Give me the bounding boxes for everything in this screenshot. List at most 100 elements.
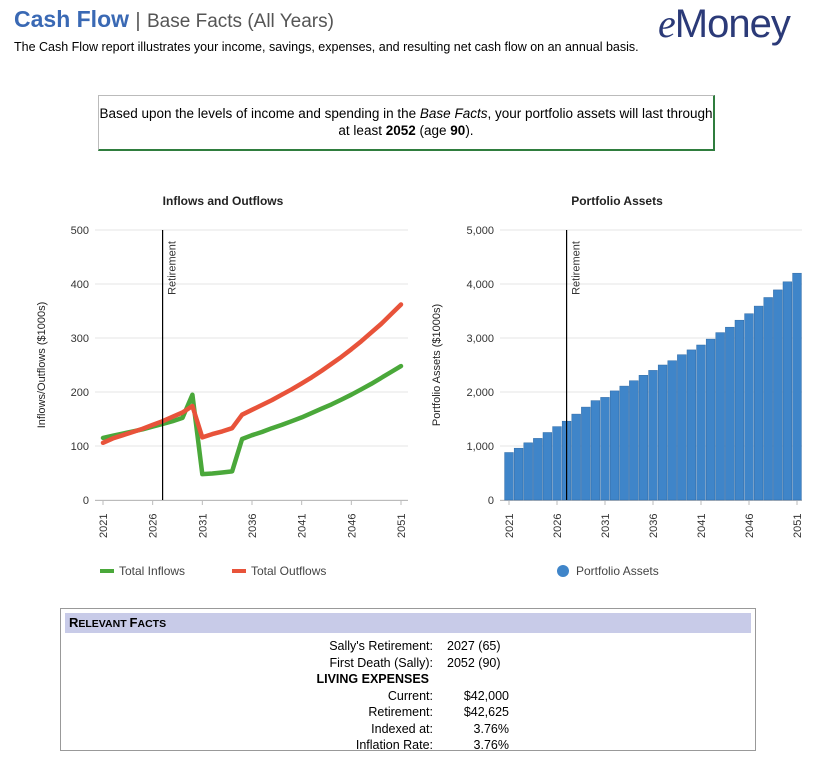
y-tick-label: 5,000 (466, 225, 494, 237)
fact-label: Inflation Rate: (355, 738, 433, 752)
y-axis-label: Portfolio Assets ($1000s) (431, 304, 443, 426)
fact-label: Current: (387, 688, 433, 703)
portfolio-bar (792, 272, 802, 501)
portfolio-bar (753, 305, 764, 501)
y-axis-label: Inflows/Outflows ($1000s) (36, 302, 48, 429)
notice-age: 90 (450, 123, 466, 138)
portfolio-bar (667, 360, 677, 501)
relevant-facts-panel: RELEVANT FACTS Sally's Retirement: 2027 (… (60, 608, 756, 752)
x-tick-label: 2036 (247, 514, 259, 538)
portfolio-bar (725, 326, 735, 501)
portfolio-bar (734, 319, 745, 501)
y-tick-label: 200 (71, 387, 89, 399)
portfolio-bar (523, 442, 533, 501)
x-tick-label: 2051 (792, 514, 804, 538)
y-tick-label: 2,000 (466, 387, 494, 399)
portfolio-bar (590, 400, 601, 501)
chart-title: Inflows and Outflows (163, 194, 284, 208)
fact-value: 3.76% (473, 721, 509, 736)
portfolio-bar (609, 390, 620, 501)
notice-text-middle: , your portfolio assets will last throug… (338, 106, 713, 138)
facts-heading-rest2: ACTS (137, 618, 167, 630)
y-tick-label: 400 (71, 279, 89, 291)
x-tick-label: 2026 (552, 514, 564, 538)
x-tick-label: 2021 (98, 514, 110, 538)
report-title-main: Cash Flow (14, 6, 130, 32)
legend-outflows-label: Total Outflows (251, 564, 326, 578)
fact-label: First Death (Sally): (329, 655, 434, 670)
y-tick-label: 1,000 (466, 441, 494, 453)
portfolio-bar (648, 370, 658, 501)
notice-year: 2052 (385, 123, 416, 138)
portfolio-bar (763, 297, 773, 501)
portfolio-bar (504, 452, 514, 501)
x-tick-label: 2051 (396, 514, 408, 538)
portfolio-bar (571, 413, 581, 501)
x-tick-label: 2041 (297, 514, 309, 538)
legend-inflows-label: Total Inflows (119, 564, 185, 578)
inflows-line (100, 363, 404, 477)
portfolio-bar (533, 438, 543, 501)
logo-letters-rest: Money (674, 2, 791, 46)
logo-letter-e: e (658, 1, 676, 46)
charts-canvas: Inflows and Outflows 0 100 200 300 400 500 2021… (36, 194, 804, 578)
portfolio-bar (600, 397, 610, 501)
x-tick-label: 2036 (648, 514, 660, 538)
fact-value: 2027 (65) (447, 639, 501, 653)
portfolio-bar (513, 447, 524, 501)
y-tick-label: 4,000 (466, 279, 494, 291)
relevant-facts-heading: RELEVANT FACTS (65, 613, 751, 633)
y-tick-label: 0 (488, 495, 494, 507)
portfolio-bar (629, 380, 639, 501)
portfolio-bar (686, 349, 697, 501)
fact-label: Retirement: (368, 705, 433, 719)
portfolio-bar (705, 338, 716, 501)
logo-text: eMoney (658, 1, 791, 46)
legend-portfolio-label: Portfolio Assets (576, 564, 659, 578)
report-subtitle: Base Facts (All Years) (147, 11, 334, 32)
chart-title: Portfolio Assets (571, 194, 663, 208)
x-tick-label: 2031 (197, 514, 209, 538)
outflows-line (100, 302, 404, 446)
portfolio-bar (773, 289, 783, 501)
portfolio-bar (696, 344, 706, 501)
x-tick-label: 2021 (504, 514, 516, 538)
facts-heading-cap2: F (129, 615, 138, 630)
portfolio-bar (677, 354, 687, 501)
x-tick-label: 2046 (346, 514, 358, 538)
emoney-logo: eMoney (658, 0, 791, 47)
title-separator: | (135, 10, 141, 32)
portfolio-bar (552, 426, 562, 501)
fact-label: Sally's Retirement: (329, 639, 433, 653)
fact-value: 2052 (90) (447, 655, 501, 670)
portfolio-bar (619, 385, 629, 501)
notice-text-before: Based upon the levels of income and spen… (99, 106, 420, 121)
y-tick-label: 0 (83, 495, 89, 507)
x-tick-label: 2046 (744, 514, 756, 538)
retirement-marker-label: Retirement (167, 241, 179, 295)
portfolio-bar (638, 375, 649, 501)
legend-portfolio-swatch (557, 565, 569, 577)
notice-age-suffix: ). (465, 123, 474, 138)
portfolio-notice: Based upon the levels of income and spen… (98, 95, 715, 151)
y-tick-label: 300 (71, 333, 89, 345)
report-title: Cash Flow | Base Facts (All Years) (14, 6, 334, 33)
portfolio-bar (542, 432, 553, 501)
report-description: The Cash Flow report illustrates your in… (14, 40, 639, 54)
retirement-marker-label: Retirement (571, 241, 583, 295)
portfolio-bar (657, 364, 668, 501)
x-tick-label: 2041 (696, 514, 708, 538)
x-tick-label: 2031 (600, 514, 612, 538)
y-tick-label: 500 (71, 225, 89, 237)
portfolio-bar (581, 406, 591, 501)
fact-label: LIVING EXPENSES (316, 672, 429, 686)
portfolio-bar (715, 332, 725, 501)
fact-label: Indexed at: (371, 721, 433, 736)
fact-value: 3.76% (473, 738, 509, 752)
fact-value: $42,625 (463, 705, 509, 719)
y-tick-label: 3,000 (466, 333, 494, 345)
facts-heading-rest: ELEVANT (78, 618, 130, 630)
fact-value: $42,000 (463, 688, 509, 703)
notice-italic: Base Facts (419, 106, 488, 121)
facts-heading-cap: R (69, 615, 79, 630)
